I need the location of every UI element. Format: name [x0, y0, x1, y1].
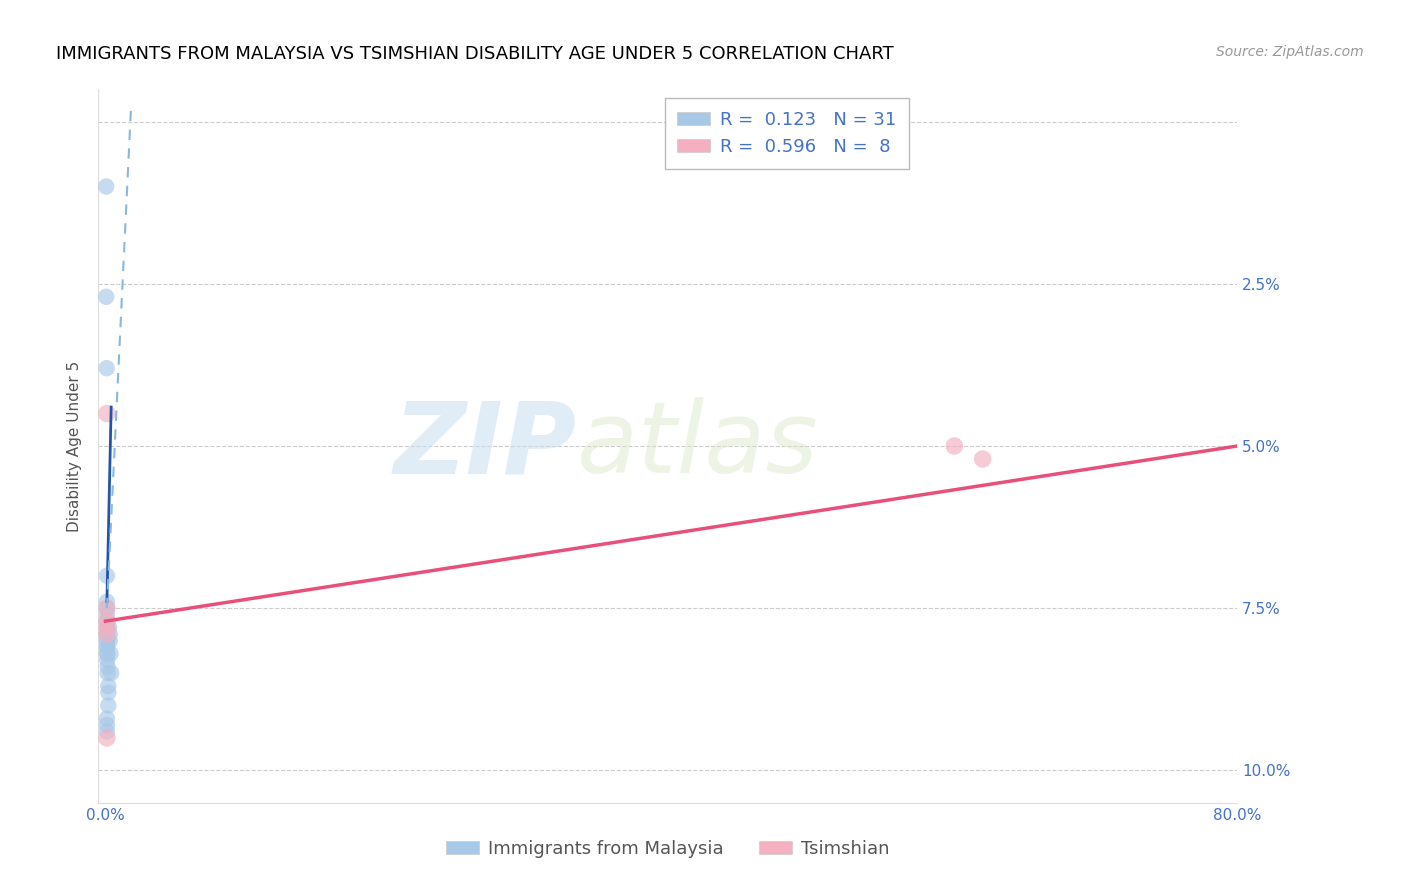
- Point: [943, 439, 966, 453]
- Point: [96, 601, 118, 615]
- Point: [96, 647, 118, 661]
- Text: ZIP: ZIP: [394, 398, 576, 494]
- Point: [96, 614, 118, 628]
- Point: [96, 627, 118, 641]
- Point: [972, 452, 994, 467]
- Point: [97, 679, 120, 693]
- Point: [97, 685, 120, 699]
- Point: [96, 607, 118, 622]
- Point: [98, 621, 121, 635]
- Point: [97, 698, 120, 713]
- Point: [96, 731, 118, 745]
- Point: [96, 633, 118, 648]
- Point: [96, 627, 118, 641]
- Point: [96, 568, 118, 582]
- Point: [96, 601, 118, 615]
- Point: [96, 640, 118, 654]
- Text: atlas: atlas: [576, 398, 818, 494]
- Point: [96, 290, 118, 304]
- Point: [96, 647, 118, 661]
- Point: [98, 633, 121, 648]
- Point: [96, 621, 118, 635]
- Point: [96, 361, 118, 376]
- Point: [96, 621, 118, 635]
- Text: IMMIGRANTS FROM MALAYSIA VS TSIMSHIAN DISABILITY AGE UNDER 5 CORRELATION CHART: IMMIGRANTS FROM MALAYSIA VS TSIMSHIAN DI…: [56, 45, 894, 62]
- Point: [96, 653, 118, 667]
- Text: Source: ZipAtlas.com: Source: ZipAtlas.com: [1216, 45, 1364, 59]
- Point: [100, 666, 122, 681]
- Point: [98, 627, 121, 641]
- Point: [96, 407, 118, 421]
- Point: [96, 595, 118, 609]
- Y-axis label: Disability Age Under 5: Disability Age Under 5: [67, 360, 83, 532]
- Point: [96, 718, 118, 732]
- Point: [96, 627, 118, 641]
- Legend: Immigrants from Malaysia, Tsimshian: Immigrants from Malaysia, Tsimshian: [439, 833, 897, 865]
- Point: [96, 179, 118, 194]
- Point: [96, 724, 118, 739]
- Point: [97, 666, 120, 681]
- Point: [96, 711, 118, 725]
- Point: [96, 633, 118, 648]
- Point: [96, 614, 118, 628]
- Point: [100, 647, 122, 661]
- Point: [97, 659, 120, 673]
- Point: [96, 640, 118, 654]
